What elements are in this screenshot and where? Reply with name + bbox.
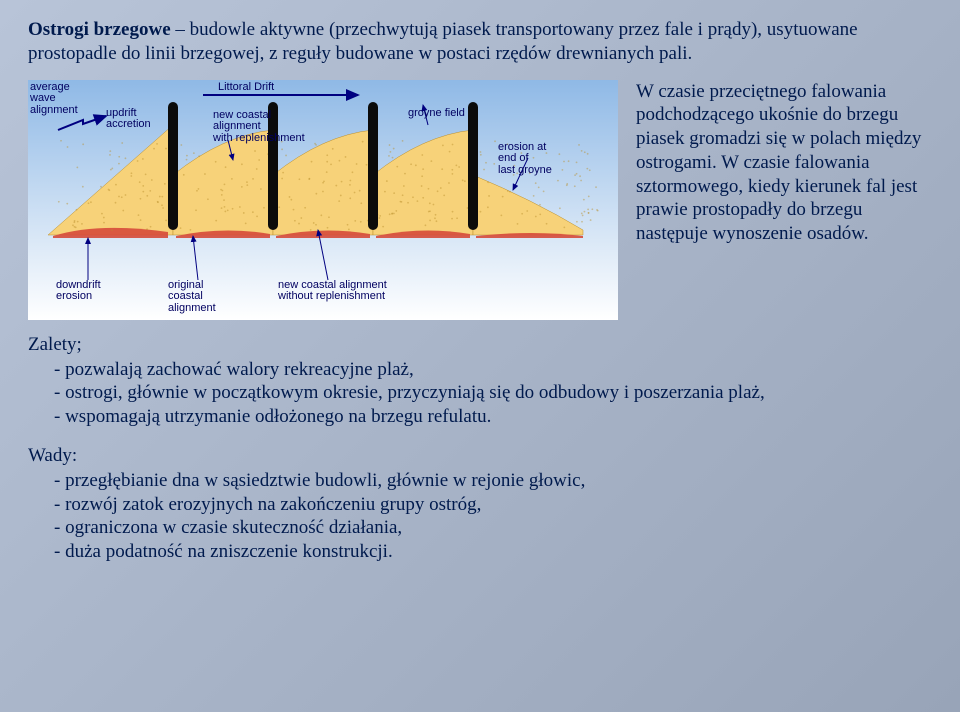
- diagram-label: original coastal alignment: [168, 280, 216, 315]
- diagram-label: updrift accretion: [106, 108, 151, 131]
- wady-item: rozwój zatok erozyjnych na zakończeniu g…: [28, 493, 932, 517]
- diagram-label: erosion at end of last groyne: [498, 142, 552, 177]
- diagram-label: groyne field: [408, 108, 465, 120]
- slide-root: Ostrogi brzegowe – budowle aktywne (prze…: [0, 0, 960, 712]
- title-bold: Ostrogi brzegowe: [28, 19, 171, 40]
- diagram-label: Littoral Drift: [218, 82, 274, 94]
- zalety-item: pozwalają zachować walory rekreacyjne pl…: [28, 358, 932, 382]
- zalety-item: ostrogi, głównie w początkowym okresie, …: [28, 381, 932, 405]
- zalety-item: wspomagają utrzymanie odłożonego na brze…: [28, 405, 932, 429]
- diagram-label: new coastal alignment without replenishm…: [278, 280, 387, 303]
- wady-item: przegłębianie dna w sąsiedztwie budowli,…: [28, 469, 932, 493]
- zalety-label: Zalety;: [28, 334, 932, 356]
- zalety-list: pozwalają zachować walory rekreacyjne pl…: [28, 358, 932, 429]
- wady-label: Wady:: [28, 445, 932, 467]
- wady-list: przegłębianie dna w sąsiedztwie budowli,…: [28, 469, 932, 564]
- diagram-label: downdrift erosion: [56, 280, 101, 303]
- groyne-diagram: average wave alignment Littoral Drift updr…: [28, 80, 618, 320]
- title-paragraph: Ostrogi brzegowe – budowle aktywne (prze…: [28, 18, 932, 66]
- wady-item: duża podatność na zniszczenie konstrukcj…: [28, 540, 932, 564]
- middle-row: average wave alignment Littoral Drift updr…: [28, 80, 932, 320]
- wady-item: ograniczona w czasie skuteczność działan…: [28, 516, 932, 540]
- diagram-label: average wave alignment: [30, 82, 78, 117]
- side-paragraph: W czasie przeciętnego falowania podchodz…: [636, 80, 932, 246]
- diagram-label: new coastal alignment with replenishment: [213, 110, 305, 145]
